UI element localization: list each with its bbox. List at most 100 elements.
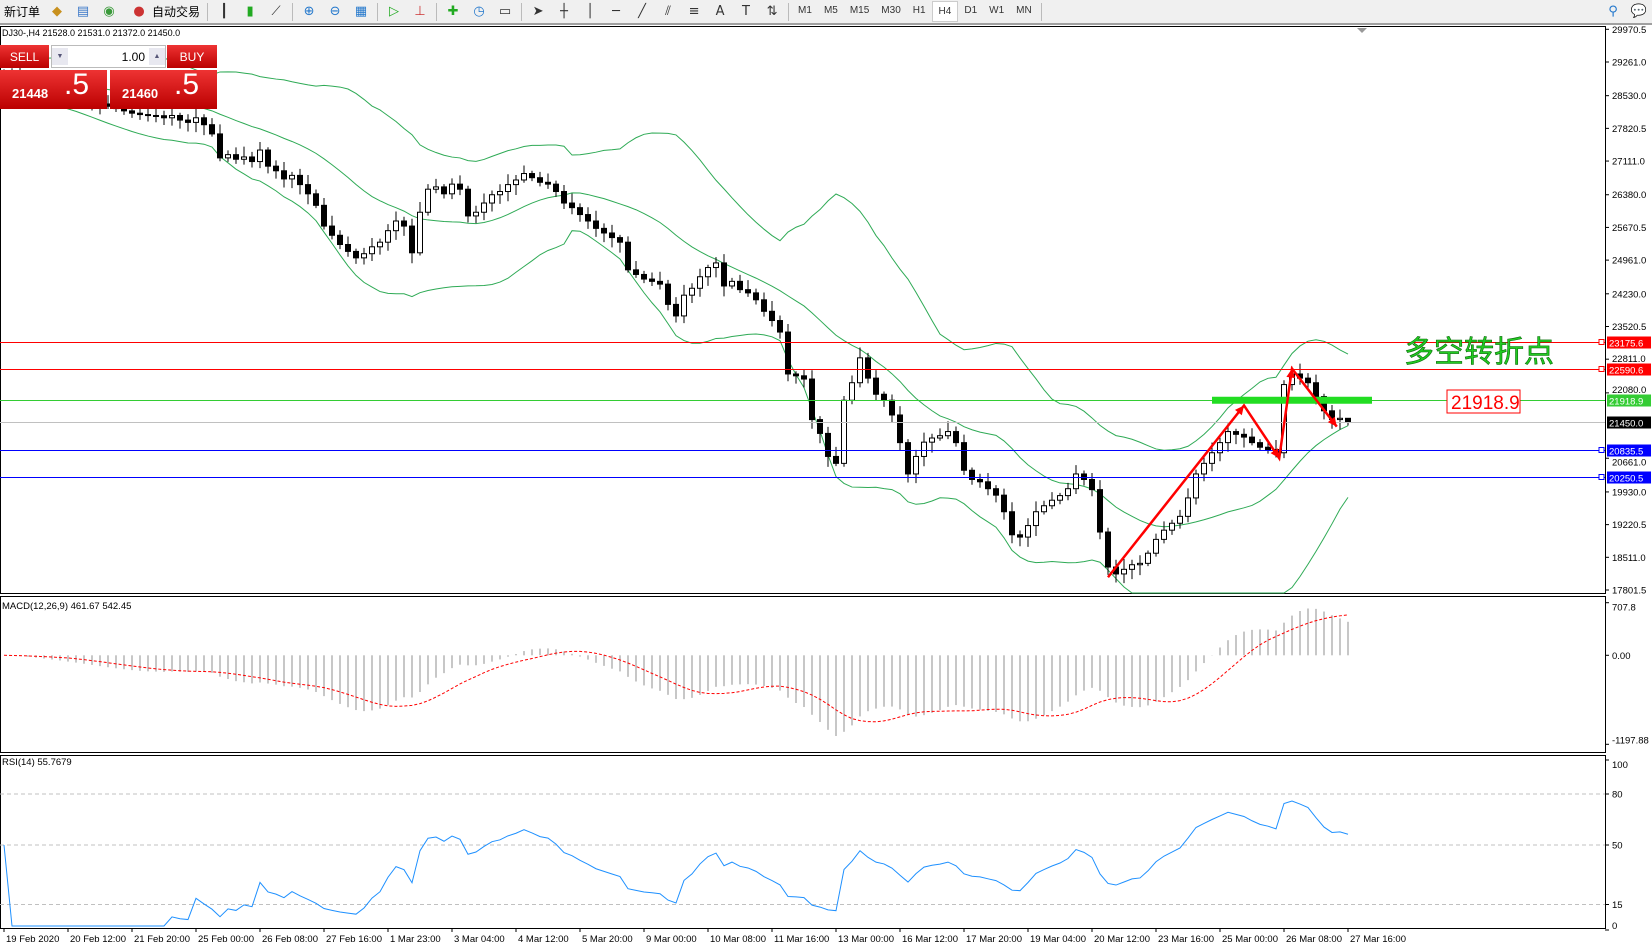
candle — [473, 205, 479, 224]
y-tick-label: 27111.0 — [1612, 157, 1645, 168]
candle — [985, 472, 991, 496]
candle-body — [265, 149, 271, 167]
auto-trading-button[interactable]: ● 自动交易 — [122, 1, 204, 22]
signal-icon[interactable]: ◉ — [103, 4, 115, 19]
candle-body — [937, 435, 943, 439]
folder-icon[interactable]: ◆ — [52, 4, 63, 19]
candle — [393, 211, 399, 240]
one-click-trading-panel: SELL ▼ 1.00 ▲ BUY 21448 .5 21460 .5 — [0, 45, 218, 109]
sell-button[interactable]: SELL — [0, 45, 49, 68]
candle-body — [1137, 562, 1143, 566]
candle — [409, 218, 415, 264]
rsi-tick-label: 80 — [1612, 790, 1623, 801]
rsi-panel — [0, 755, 1606, 929]
history-icon[interactable]: ▤ — [76, 4, 90, 19]
candle-body — [505, 184, 511, 193]
candle — [1065, 482, 1071, 501]
indicators-icon[interactable]: ✚ — [447, 4, 459, 19]
candle — [241, 146, 247, 165]
arrow-head-icon — [1286, 368, 1296, 379]
turn-point-text: 多空转折点 — [1404, 335, 1554, 370]
zoom-out-icon[interactable]: ⊖ — [329, 4, 341, 19]
candle — [713, 257, 719, 278]
candle — [433, 178, 439, 194]
candle-body — [833, 455, 839, 464]
buy-button[interactable]: BUY — [167, 45, 217, 68]
increase-lot-icon[interactable]: ▲ — [149, 48, 165, 65]
new-order-button[interactable]: 新订单 — [0, 1, 44, 22]
candle-body — [1169, 522, 1175, 531]
arrows-icon[interactable]: ⇅ — [766, 4, 778, 19]
y-tick-label: 17801.5 — [1612, 586, 1646, 597]
crosshair-icon[interactable]: ┼ — [560, 4, 568, 19]
candle-body — [753, 292, 759, 301]
timeframe-m1[interactable]: M1 — [798, 5, 812, 16]
fibonacci-icon[interactable]: ≡ — [688, 4, 700, 19]
candle — [377, 238, 383, 255]
candle-body — [145, 114, 151, 117]
bar-chart-icon[interactable]: ┃ — [220, 4, 228, 19]
candle-body — [329, 225, 335, 236]
decrease-lot-icon[interactable]: ▼ — [52, 48, 68, 65]
chat-icon[interactable]: 💬 — [1630, 4, 1648, 19]
main-chart-content — [1, 54, 1351, 594]
timeframe-d1[interactable]: D1 — [964, 5, 978, 16]
sell-price-button[interactable]: 21448 .5 — [0, 68, 107, 109]
candle — [1089, 472, 1095, 497]
candle — [257, 142, 263, 169]
search-icon[interactable]: ⚲ — [1608, 4, 1618, 19]
timeframe-m15[interactable]: M15 — [849, 5, 870, 16]
candle — [961, 434, 967, 475]
timeframe-h4[interactable]: H4 — [931, 1, 959, 22]
candle-body — [1193, 473, 1199, 499]
candle — [1001, 488, 1007, 520]
timeframe-mn[interactable]: MN — [1016, 5, 1032, 16]
macd-tick-label: 0.00 — [1612, 651, 1631, 662]
templates-icon[interactable]: ▭ — [498, 4, 512, 19]
candle — [1337, 409, 1343, 430]
tile-windows-icon[interactable]: ▦ — [354, 4, 368, 19]
buy-price-button[interactable]: 21460 .5 — [110, 68, 217, 109]
periods-icon[interactable]: ◷ — [473, 4, 485, 19]
candle — [553, 180, 559, 197]
candle-body — [617, 237, 623, 243]
candle — [265, 147, 271, 174]
candle — [193, 108, 199, 133]
timeframe-m30[interactable]: M30 — [881, 5, 901, 16]
candlestick-icon[interactable]: ▮ — [246, 4, 254, 19]
candle — [353, 248, 359, 264]
candle — [737, 274, 743, 294]
line-chart-icon[interactable]: ⟋ — [271, 4, 281, 19]
macd-tick-label: 707.8 — [1612, 603, 1636, 614]
equidistant-channel-icon[interactable]: ⫽ — [665, 4, 671, 19]
candle — [321, 198, 327, 230]
candle-body — [889, 399, 895, 416]
text-icon[interactable]: A — [715, 4, 725, 19]
vertical-line-icon[interactable]: │ — [586, 4, 594, 19]
candle-body — [1009, 511, 1015, 536]
cursor-icon[interactable]: ➤ — [532, 4, 544, 19]
timeframe-w1[interactable]: W1 — [989, 5, 1005, 16]
horizontal-line-icon[interactable]: ─ — [612, 4, 620, 19]
candle — [305, 175, 311, 205]
candle-body — [721, 262, 727, 287]
separator — [1040, 2, 1042, 21]
y-tick-label: 24961.0 — [1612, 256, 1646, 267]
zoom-in-icon[interactable]: ⊕ — [303, 4, 315, 19]
candle — [649, 272, 655, 287]
timeframe-h1[interactable]: H1 — [912, 5, 926, 16]
candle-body — [377, 241, 383, 248]
timeframe-m5[interactable]: M5 — [823, 5, 838, 16]
chart-shift-icon[interactable]: ⊥ — [414, 4, 426, 19]
candle — [1033, 501, 1039, 536]
text-label-icon[interactable]: T — [742, 4, 750, 19]
candle-body — [641, 273, 647, 280]
candle — [593, 210, 599, 237]
trendline-icon[interactable]: ╱ — [638, 4, 646, 19]
candle-body — [961, 442, 967, 471]
candle — [953, 426, 959, 447]
auto-scroll-icon[interactable]: ▷ — [389, 4, 400, 19]
lot-size-input[interactable]: 1.00 — [121, 49, 145, 64]
lot-size-stepper[interactable]: ▼ 1.00 ▲ — [51, 45, 166, 68]
